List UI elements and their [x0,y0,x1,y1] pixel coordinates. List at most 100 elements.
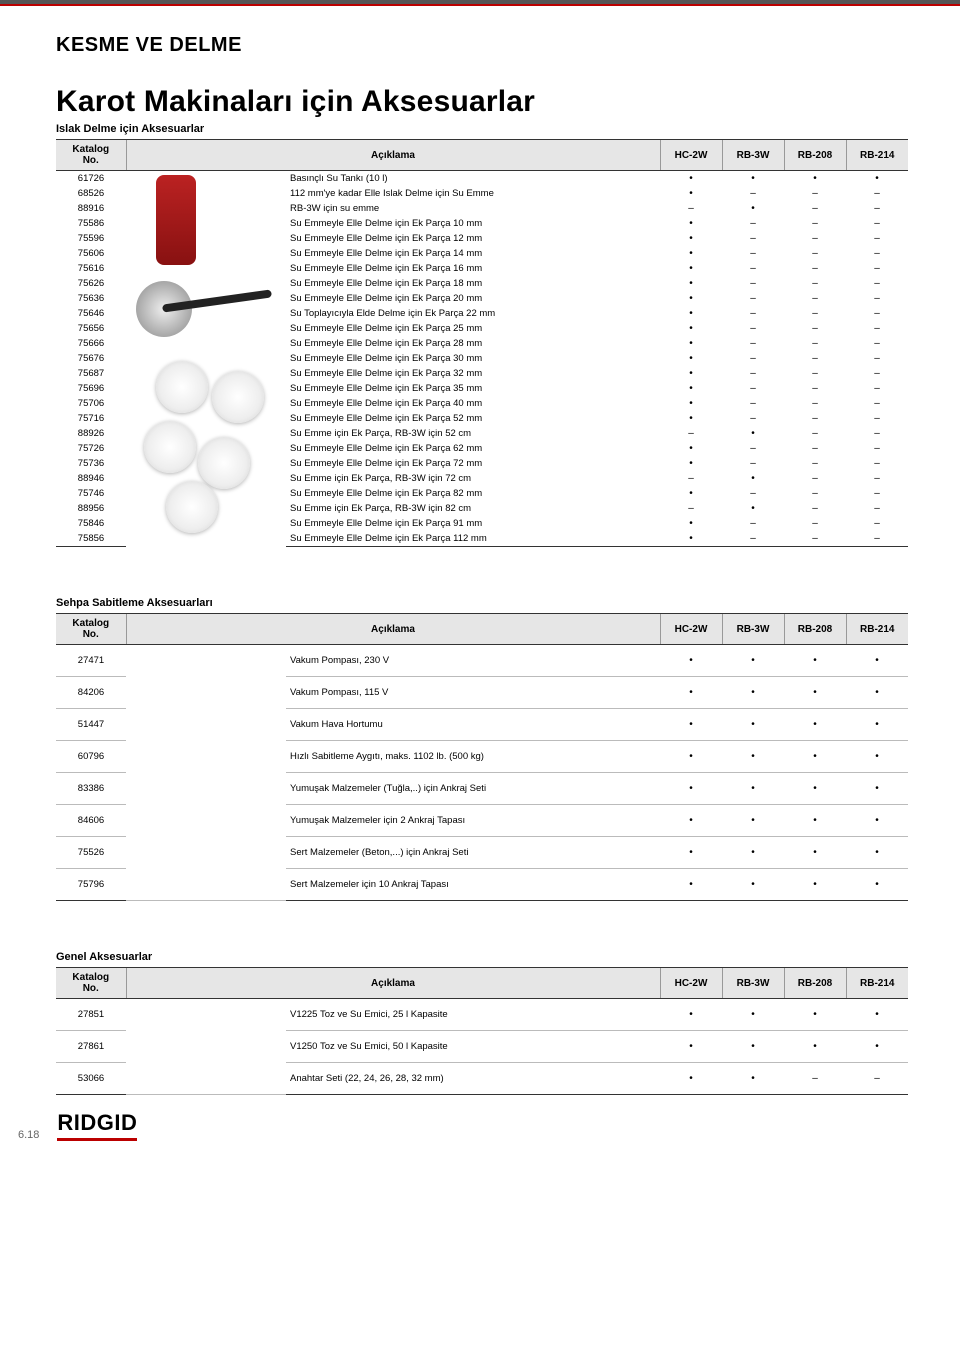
cell-katalog-no: 75706 [56,396,126,411]
cell-compat-mark: – [784,441,846,456]
cell-description: Su Emmeyle Elle Delme için Ek Parça 62 m… [286,441,660,456]
cell-katalog-no: 75646 [56,306,126,321]
cell-compat-mark: – [846,351,908,366]
col-header-model: HC-2W [660,968,722,999]
cell-compat-mark: – [784,531,846,547]
col-header-model: RB-3W [722,140,784,171]
cell-description: V1250 Toz ve Su Emici, 50 l Kapasite [286,1031,660,1063]
section-title: KESME VE DELME [56,34,908,57]
col-header-aciklama: Açıklama [126,614,660,645]
cell-compat-mark: – [722,381,784,396]
cell-katalog-no: 84206 [56,677,126,709]
col-header-katalog: KatalogNo. [56,614,126,645]
cell-compat-mark: • [660,709,722,741]
cell-compat-mark: – [846,426,908,441]
cell-compat-mark: • [722,501,784,516]
cell-compat-mark: • [722,1031,784,1063]
cell-katalog-no: 75676 [56,351,126,366]
cell-compat-mark: • [660,486,722,501]
cell-compat-mark: • [722,741,784,773]
cell-compat-mark: • [660,276,722,291]
cell-compat-mark: • [660,999,722,1031]
col-header-model: RB-3W [722,614,784,645]
cell-compat-mark: – [784,336,846,351]
cell-katalog-no: 75596 [56,231,126,246]
cell-compat-mark: • [722,426,784,441]
cell-compat-mark: – [784,471,846,486]
cell-compat-mark: • [784,645,846,677]
cell-compat-mark: – [784,1063,846,1095]
cell-compat-mark: • [660,321,722,336]
cell-katalog-no: 75796 [56,869,126,901]
cell-katalog-no: 75526 [56,837,126,869]
cell-description: Sert Malzemeler için 10 Ankraj Tapası [286,869,660,901]
cell-compat-mark: – [722,396,784,411]
cell-compat-mark: • [660,645,722,677]
cell-katalog-no: 27861 [56,1031,126,1063]
cell-compat-mark: • [660,306,722,321]
cell-compat-mark: • [846,1031,908,1063]
cell-compat-mark: – [660,201,722,216]
col-header-model: RB-208 [784,140,846,171]
cell-katalog-no: 88916 [56,201,126,216]
cell-compat-mark: – [784,246,846,261]
cell-katalog-no: 75736 [56,456,126,471]
table-row: 27471Vakum Pompası, 230 V•••• [56,645,908,677]
col-header-model: RB-214 [846,968,908,999]
cell-compat-mark: • [722,805,784,837]
table-row: 27851 V1225 Toz ve Su Emici, 25 l Kapasit… [56,999,908,1031]
cell-compat-mark: • [846,837,908,869]
cell-compat-mark: – [846,486,908,501]
cell-description: V1225 Toz ve Su Emici, 25 l Kapasite [286,999,660,1031]
cell-compat-mark: • [846,773,908,805]
cell-compat-mark: • [660,186,722,201]
cell-compat-mark: – [784,306,846,321]
cell-description: Su Emmeyle Elle Delme için Ek Parça 25 m… [286,321,660,336]
cell-compat-mark: • [784,773,846,805]
cell-compat-mark: – [846,1063,908,1095]
cell-compat-mark: – [722,186,784,201]
cell-compat-mark: – [784,426,846,441]
cell-description: Vakum Pompası, 115 V [286,677,660,709]
cell-compat-mark: • [660,396,722,411]
cell-compat-mark: – [722,321,784,336]
cell-compat-mark: • [660,677,722,709]
cell-katalog-no: 75846 [56,516,126,531]
cell-compat-mark: – [784,501,846,516]
cell-description: Su Emme için Ek Parça, RB-3W için 72 cm [286,471,660,486]
cell-compat-mark: • [722,645,784,677]
cell-katalog-no: 61726 [56,171,126,187]
cell-description: Su Emmeyle Elle Delme için Ek Parça 52 m… [286,411,660,426]
tables-container: Islak Delme için AksesuarlarKatalogNo.Aç… [56,123,908,1095]
col-header-aciklama: Açıklama [126,140,660,171]
cell-compat-mark: – [722,231,784,246]
cell-description: RB-3W için su emme [286,201,660,216]
cell-compat-mark: • [660,246,722,261]
cell-katalog-no: 60796 [56,741,126,773]
cell-compat-mark: – [722,516,784,531]
cell-katalog-no: 27851 [56,999,126,1031]
cell-compat-mark: • [722,201,784,216]
cell-compat-mark: • [846,869,908,901]
cell-description: Yumuşak Malzemeler (Tuğla,..) için Ankra… [286,773,660,805]
cell-katalog-no: 68526 [56,186,126,201]
cell-compat-mark: • [722,1063,784,1095]
page-number: 6.18 [18,1129,39,1141]
cell-compat-mark: • [846,645,908,677]
cell-description: Su Emmeyle Elle Delme için Ek Parça 82 m… [286,486,660,501]
page-content: KESME VE DELME Karot Makinaları için Aks… [0,6,960,1095]
cell-katalog-no: 75716 [56,411,126,426]
cell-compat-mark: – [722,456,784,471]
cell-compat-mark: • [846,171,908,187]
cell-compat-mark: – [846,396,908,411]
spec-table: KatalogNo.AçıklamaHC-2WRB-3WRB-208RB-214… [56,139,908,547]
cell-compat-mark: – [784,396,846,411]
col-header-model: HC-2W [660,140,722,171]
cell-compat-mark: • [660,531,722,547]
cell-katalog-no: 75666 [56,336,126,351]
col-header-katalog: KatalogNo. [56,968,126,999]
col-header-model: RB-214 [846,140,908,171]
cell-compat-mark: • [660,805,722,837]
col-header-model: RB-3W [722,968,784,999]
product-image-cell [126,171,286,547]
